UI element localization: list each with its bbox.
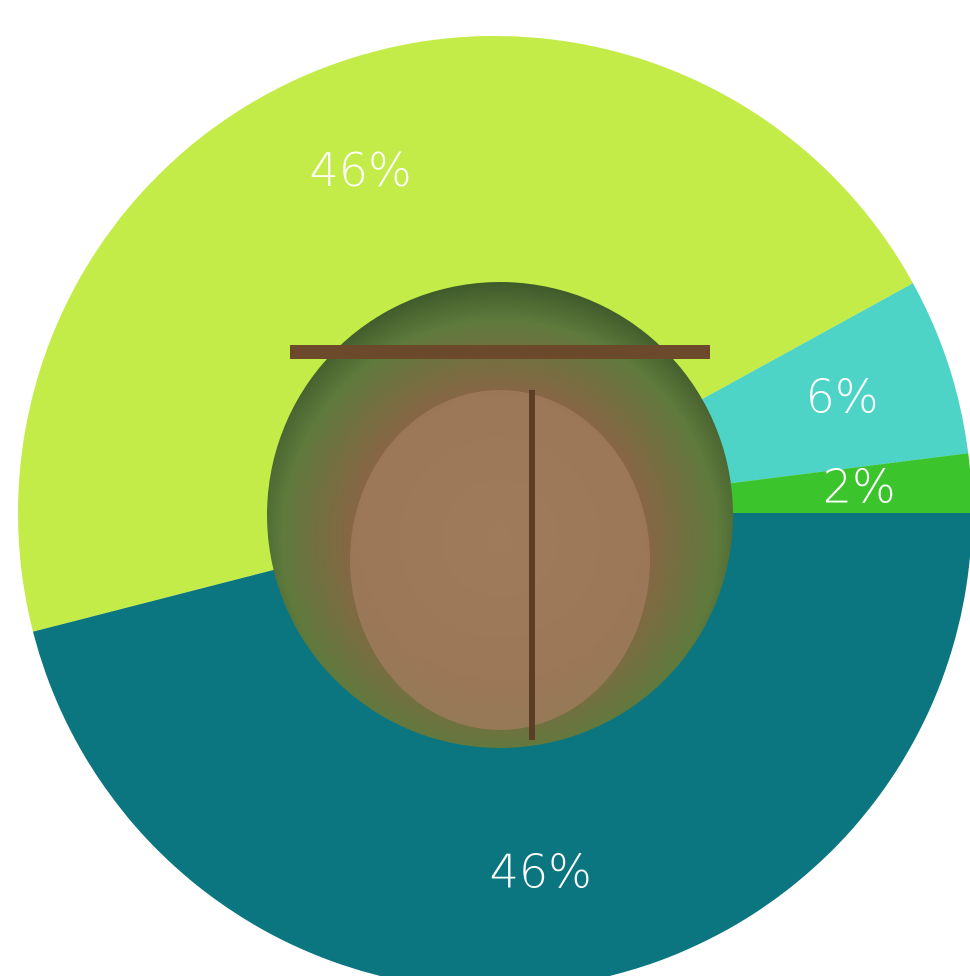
photo-hide-shape xyxy=(350,390,650,730)
center-photo xyxy=(267,282,733,748)
photo-frame-beam xyxy=(290,345,710,359)
slice-label: 46% xyxy=(310,143,412,197)
labels: 46% 46% 6% 2% xyxy=(310,143,896,898)
slice-label: 6% xyxy=(806,370,879,424)
slice-label: 2% xyxy=(823,460,896,514)
slice-label: 46% xyxy=(490,845,592,899)
